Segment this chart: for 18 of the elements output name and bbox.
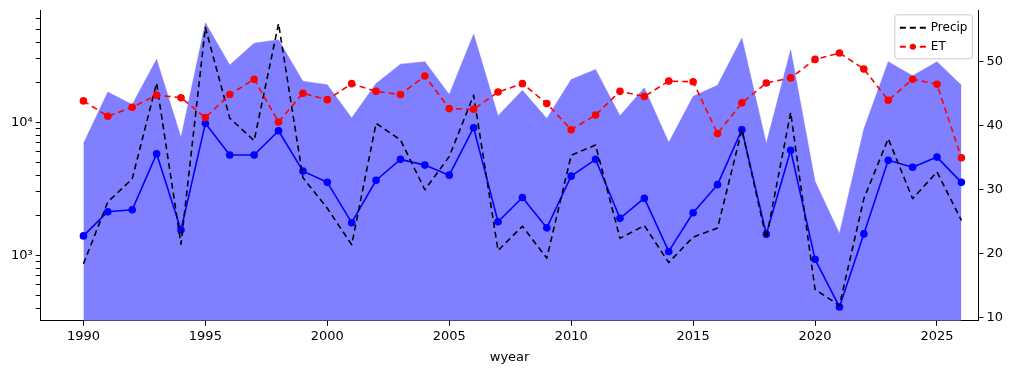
legend-label: ET — [930, 38, 947, 53]
y2-tick-label: 30 — [986, 181, 1003, 197]
x-tick-label: 2025 — [920, 327, 954, 343]
x-tick-label: 2020 — [798, 327, 832, 343]
x-tick-label: 2005 — [432, 327, 466, 343]
y-tick-label: 10³ — [10, 246, 33, 262]
y2-tick-label: 50 — [986, 53, 1003, 69]
x-axis-title: wyear — [489, 348, 531, 364]
y-tick-label: 10⁴ — [10, 113, 33, 129]
x-tick-label: 1995 — [188, 327, 222, 343]
x-tick-label: 1990 — [66, 327, 100, 343]
x-tick-label: 2000 — [310, 327, 344, 343]
y2-tick-label: 20 — [986, 245, 1003, 261]
x-tick-label: 2010 — [554, 327, 588, 343]
y2-tick-label: 10 — [986, 308, 1003, 324]
x-tick-label: 2015 — [676, 327, 710, 343]
legend-label: Precip — [930, 19, 968, 34]
y2-tick-label: 40 — [986, 117, 1003, 133]
